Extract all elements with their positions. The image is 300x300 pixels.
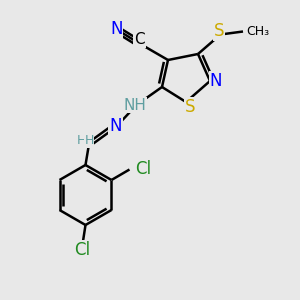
Text: Cl: Cl — [74, 241, 91, 259]
Text: S: S — [185, 98, 196, 116]
Text: H: H — [84, 134, 94, 147]
Text: H: H — [76, 134, 86, 147]
Text: Cl: Cl — [135, 160, 151, 178]
Text: N: N — [210, 72, 222, 90]
Text: N: N — [109, 117, 122, 135]
Text: S: S — [214, 22, 224, 40]
Text: N: N — [110, 20, 123, 38]
Text: CH₃: CH₃ — [246, 25, 269, 38]
Text: C: C — [134, 32, 145, 47]
Text: NH: NH — [124, 98, 146, 112]
